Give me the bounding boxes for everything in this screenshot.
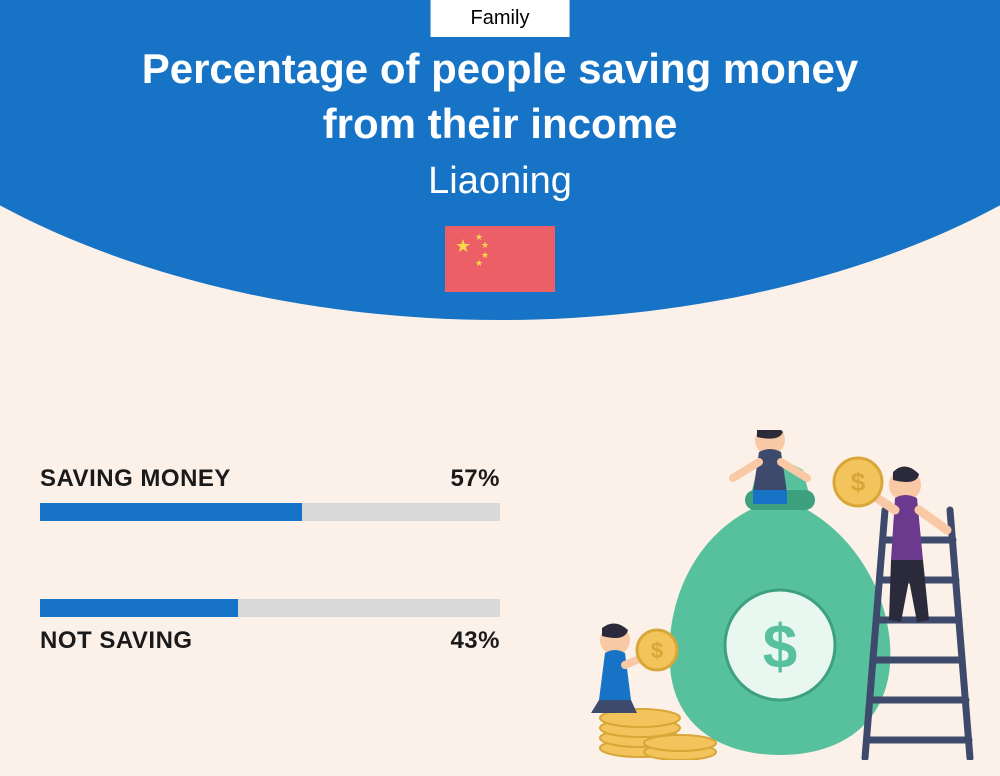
flag-star-icon: ★ (455, 236, 471, 257)
bar-fill (40, 599, 238, 617)
bar-saving-money: SAVING MONEY 57% (40, 465, 500, 521)
china-flag-icon: ★ ★ ★ ★ ★ (445, 226, 555, 292)
bar-track (40, 503, 500, 521)
bar-chart: SAVING MONEY 57% NOT SAVING 43% (40, 465, 500, 733)
main-title: Percentage of people saving money from t… (0, 42, 1000, 151)
savings-illustration: $ $ (545, 430, 975, 760)
title-line-2: from their income (0, 97, 1000, 152)
title-line-1: Percentage of people saving money (0, 42, 1000, 97)
flag-star-icon: ★ (475, 258, 483, 269)
bar-label: SAVING MONEY (40, 465, 231, 493)
svg-text:$: $ (851, 467, 866, 497)
bar-value: 57% (450, 465, 500, 493)
category-badge: Family (431, 0, 570, 37)
region-subtitle: Liaoning (0, 160, 1000, 203)
person-sitting-icon: $ (591, 623, 677, 713)
svg-text:$: $ (763, 613, 797, 682)
bar-value: 43% (450, 627, 500, 655)
bar-track (40, 599, 500, 617)
svg-text:$: $ (651, 638, 663, 663)
bar-not-saving: NOT SAVING 43% (40, 599, 500, 655)
bar-label: NOT SAVING (40, 627, 193, 655)
bar-fill (40, 503, 302, 521)
